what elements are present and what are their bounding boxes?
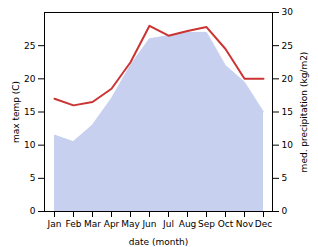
svg-text:med. precipitation (kg/m2): med. precipitation (kg/m2): [299, 52, 309, 173]
svg-text:Jul: Jul: [162, 219, 174, 229]
svg-text:May: May: [121, 219, 140, 229]
svg-text:25: 25: [282, 41, 293, 51]
svg-text:15: 15: [24, 107, 35, 117]
svg-text:25: 25: [24, 41, 35, 51]
svg-text:10: 10: [282, 140, 294, 150]
svg-text:Mar: Mar: [84, 219, 101, 229]
svg-text:Dec: Dec: [255, 219, 272, 229]
svg-text:date (month): date (month): [129, 237, 188, 247]
svg-text:5: 5: [282, 173, 288, 183]
svg-text:max temp (C): max temp (C): [11, 81, 21, 143]
svg-text:Jun: Jun: [141, 219, 156, 229]
svg-text:Feb: Feb: [66, 219, 82, 229]
svg-text:Aug: Aug: [179, 219, 197, 229]
svg-text:0: 0: [282, 206, 288, 216]
svg-text:0: 0: [30, 206, 36, 216]
svg-text:Apr: Apr: [104, 219, 120, 229]
svg-text:20: 20: [282, 74, 294, 84]
svg-text:30: 30: [282, 7, 294, 17]
svg-text:Nov: Nov: [236, 219, 254, 229]
svg-text:Jan: Jan: [47, 219, 62, 229]
svg-text:5: 5: [30, 173, 36, 183]
svg-text:Oct: Oct: [218, 219, 234, 229]
svg-text:10: 10: [24, 140, 36, 150]
svg-text:Sep: Sep: [198, 219, 215, 229]
svg-text:15: 15: [282, 107, 293, 117]
svg-text:20: 20: [24, 74, 36, 84]
